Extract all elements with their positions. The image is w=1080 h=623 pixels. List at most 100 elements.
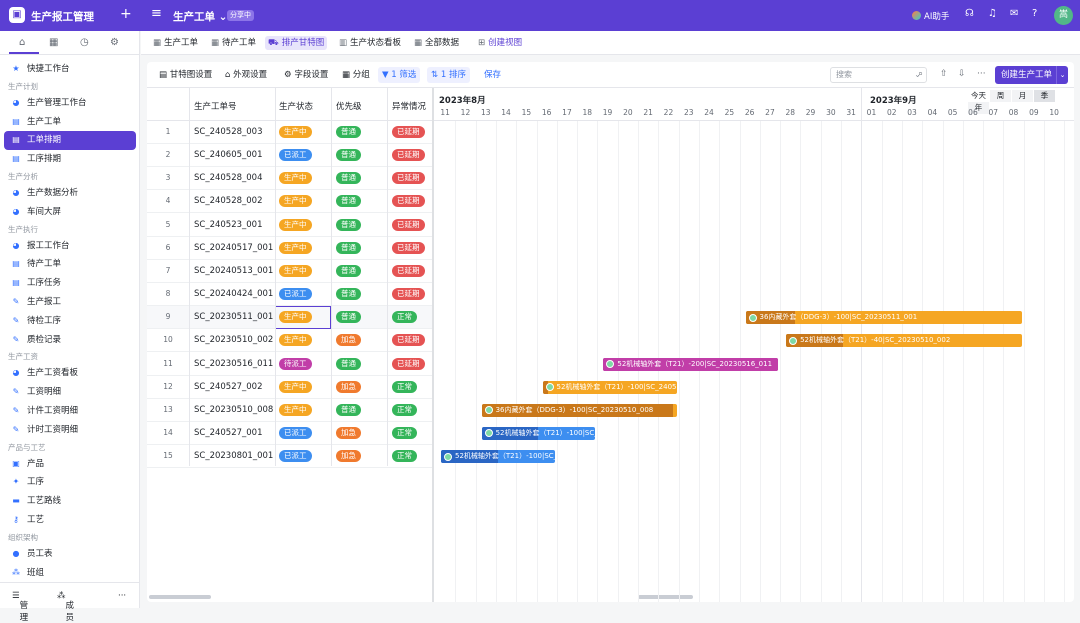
sidebar-item[interactable]: ✎ 待检工序 bbox=[4, 312, 136, 331]
appearance-button[interactable]: ⌂ 外观设置 bbox=[225, 70, 268, 80]
search-input[interactable]: 搜索 ⌄ bbox=[830, 67, 927, 83]
sidebar-item[interactable]: ▤ 工单排期 bbox=[4, 131, 136, 151]
add-icon[interactable]: + bbox=[120, 6, 132, 22]
table-row[interactable]: 1 SC_240528_003 生产中 普通 已延期 bbox=[147, 121, 432, 144]
gantt-bar[interactable]: 52机械轴外套（T21）-100|SC_240527_002 bbox=[542, 380, 677, 394]
scale-option[interactable]: 月 bbox=[1012, 90, 1033, 102]
table-row[interactable]: 11 SC_20230516_011 待派工 普通 已延期 bbox=[147, 353, 432, 376]
sidebar-item[interactable]: ◕ 生产数据分析 bbox=[4, 184, 136, 203]
sidebar-item[interactable]: ▣ 产品 bbox=[4, 455, 136, 474]
table-row[interactable]: 15 SC_20230801_001 已派工 加急 正常 bbox=[147, 445, 432, 469]
sidebar-item[interactable]: ✎ 计时工资明细 bbox=[4, 421, 136, 440]
gantt-bar[interactable]: 52机械轴外套（T21）-200|SC_20230516_011 bbox=[603, 357, 779, 371]
table-row[interactable]: 9 SC_20230511_001 生产中 普通 正常 bbox=[147, 306, 432, 330]
create-order-button[interactable]: 创建生产工单 ⌄ bbox=[995, 66, 1068, 84]
sidebar-item[interactable]: ▬ 工艺路线 bbox=[4, 492, 136, 511]
help-icon[interactable]: ? bbox=[1032, 8, 1038, 19]
gantt-bar[interactable]: 36内藏外套（DDG-3）-100|SC_20230511_001 bbox=[745, 311, 1022, 325]
table-row[interactable]: 14 SC_240527_001 已派工 加急 正常 bbox=[147, 422, 432, 445]
sidebar-item[interactable]: ⁂ 班组 bbox=[4, 564, 136, 583]
table-row[interactable]: 2 SC_240605_001 已派工 普通 已延期 bbox=[147, 144, 432, 168]
table-scrollbar[interactable] bbox=[149, 595, 211, 599]
table-row[interactable]: 3 SC_240528_004 生产中 普通 已延期 bbox=[147, 167, 432, 191]
group-button[interactable]: ▦ 分组 bbox=[342, 70, 370, 80]
scale-option[interactable]: 季 bbox=[1034, 90, 1055, 102]
clock-icon[interactable]: ◷ bbox=[80, 37, 89, 48]
header-code: 生产工单号 bbox=[194, 102, 237, 112]
home-icon[interactable]: ⌂ bbox=[19, 37, 26, 48]
status-badge: 生产中 bbox=[279, 403, 312, 416]
sidebar-item[interactable]: ◕ 报工工作台 bbox=[4, 237, 136, 256]
sidebar-item[interactable]: ⚷ 工艺 bbox=[4, 511, 136, 530]
table-row[interactable]: 7 SC_20240513_001 生产中 普通 已延期 bbox=[147, 260, 432, 283]
view-tab[interactable]: ⊞ 创建视图 bbox=[475, 36, 525, 50]
ai-assistant-button[interactable]: AI助手 bbox=[912, 10, 949, 22]
gantt-bar[interactable]: 52机械轴外套（T21）-100|SC_240527_001 bbox=[481, 426, 596, 440]
view-tab[interactable]: ▥ 生产状态看板 bbox=[336, 36, 404, 50]
gantt-view: ▤ 甘特图设置 ⌂ 外观设置 ⚙ 字段设置 ▦ 分组 ▼ 1 筛选 ⇅ 1 排序… bbox=[147, 62, 1074, 602]
table-row[interactable]: 13 SC_20230510_008 生产中 普通 正常 bbox=[147, 399, 432, 422]
month-label: 2023年8月 bbox=[439, 96, 486, 106]
sidebar-item[interactable]: ▤ 待产工单 bbox=[4, 255, 136, 274]
download-icon[interactable]: ⇩ bbox=[958, 69, 966, 79]
table-row[interactable]: 4 SC_240528_002 生产中 普通 已延期 bbox=[147, 190, 432, 214]
table-row[interactable]: 10 SC_20230510_002 生产中 加急 已延期 bbox=[147, 329, 432, 353]
gantt-scrollbar[interactable] bbox=[638, 595, 693, 599]
table-icon[interactable]: ▦ bbox=[49, 37, 59, 48]
manage-button[interactable]: ☰ 管理 bbox=[12, 591, 29, 623]
sidebar-item[interactable]: ✎ 生产报工 bbox=[4, 293, 136, 312]
scale-option[interactable]: 周 bbox=[990, 90, 1011, 102]
bar-status-icon bbox=[748, 313, 757, 322]
menu-icon[interactable]: ≡ bbox=[151, 6, 162, 21]
order-code: SC_240528_004 bbox=[194, 173, 263, 184]
sidebar-item[interactable]: ● 员工表 bbox=[4, 545, 136, 564]
exception-badge: 正常 bbox=[392, 426, 417, 439]
day-gridline bbox=[1064, 121, 1066, 602]
upload-icon[interactable]: ⇧ bbox=[940, 69, 948, 79]
filter-button[interactable]: ▼ 1 筛选 bbox=[378, 67, 421, 83]
view-tab[interactable]: ⛟ 排产甘特图 bbox=[265, 36, 328, 50]
sidebar-item[interactable]: ✎ 质检记录 bbox=[4, 331, 136, 350]
row-index: 4 bbox=[165, 196, 171, 206]
save-button[interactable]: 保存 bbox=[484, 70, 502, 80]
gantt-bar[interactable]: 52机械轴外套（T21）-100|SC_20230801_001 bbox=[441, 450, 555, 464]
sidebar-item[interactable]: ★ 快捷工作台 bbox=[4, 60, 136, 79]
scale-option[interactable]: 年 bbox=[968, 102, 989, 114]
sidebar-item[interactable]: ◕ 生产管理工作台 bbox=[4, 94, 136, 113]
table-row[interactable]: 6 SC_20240517_001 生产中 普通 已延期 bbox=[147, 237, 432, 260]
fields-button[interactable]: ⚙ 字段设置 bbox=[284, 70, 329, 80]
sort-button[interactable]: ⇅ 1 排序 bbox=[427, 67, 470, 83]
search-icon[interactable]: ⌕ bbox=[918, 69, 924, 79]
sidebar-item[interactable]: ▤ 工序任务 bbox=[4, 274, 136, 293]
view-tab[interactable]: ▦ 待产工单 bbox=[208, 36, 259, 50]
sidebar-item[interactable]: ◕ 生产工资看板 bbox=[4, 364, 136, 383]
sidebar-item[interactable]: ▤ 生产工单 bbox=[4, 113, 136, 132]
sidebar-item[interactable]: ▤ 工序排期 bbox=[4, 150, 136, 169]
view-tab[interactable]: ▦ 全部数据 bbox=[411, 36, 462, 50]
today-button[interactable]: 今天 bbox=[971, 91, 986, 100]
gantt-bar[interactable]: 52机械轴外套（T21）-40|SC_20230510_002 bbox=[786, 334, 1022, 348]
sidebar-item[interactable]: ✎ 计件工资明细 bbox=[4, 402, 136, 421]
sidebar-item[interactable]: ✦ 工序 bbox=[4, 473, 136, 492]
view-tab[interactable]: ▦ 生产工单 bbox=[150, 36, 201, 50]
table-row[interactable]: 8 SC_20240424_001 已派工 普通 已延期 bbox=[147, 283, 432, 307]
avatar[interactable]: 嵩 bbox=[1054, 6, 1073, 25]
gantt-settings-button[interactable]: ▤ 甘特图设置 bbox=[159, 70, 213, 80]
chevron-down-icon[interactable]: ⌄ bbox=[1056, 66, 1068, 84]
table-row[interactable]: 5 SC_240523_001 生产中 普通 已延期 bbox=[147, 214, 432, 237]
view-title[interactable]: 生产工单 ⌄ bbox=[173, 11, 228, 23]
status-badge: 生产中 bbox=[279, 334, 312, 347]
more-icon[interactable]: ··· bbox=[118, 591, 127, 601]
table-row[interactable]: 12 SC_240527_002 生产中 加急 正常 bbox=[147, 376, 432, 399]
sidebar-item[interactable]: ✎ 工资明细 bbox=[4, 383, 136, 402]
mail-icon[interactable]: ✉ bbox=[1010, 8, 1019, 19]
bell-icon[interactable]: ♫ bbox=[988, 8, 997, 19]
settings-icon[interactable]: ⚙ bbox=[110, 37, 119, 48]
gantt-bar[interactable]: 36内藏外套（DDG-3）-100|SC_20230510_008 bbox=[481, 403, 677, 417]
headset-icon[interactable]: ☊ bbox=[965, 8, 974, 19]
day-gridline bbox=[455, 121, 457, 602]
sidebar-item[interactable]: ◕ 车间大屏 bbox=[4, 203, 136, 222]
members-button[interactable]: ⁂ 成员 bbox=[57, 591, 75, 623]
selected-cell[interactable] bbox=[275, 306, 331, 330]
more-icon[interactable]: ··· bbox=[977, 69, 986, 79]
